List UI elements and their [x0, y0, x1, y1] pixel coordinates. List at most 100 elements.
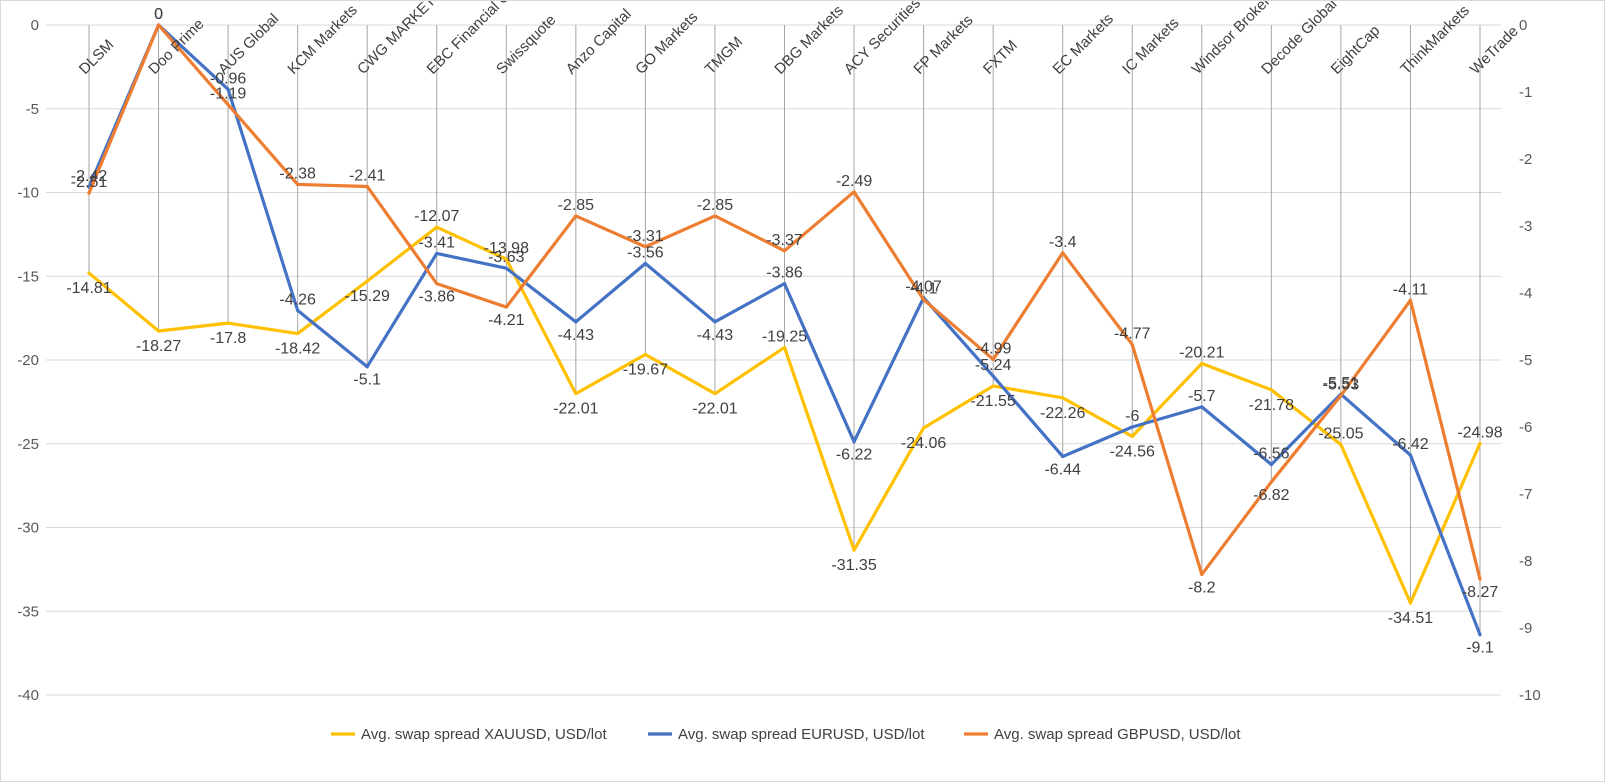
- data-point: [782, 249, 787, 253]
- data-label: -31.35: [831, 557, 876, 574]
- data-point: [574, 392, 578, 396]
- data-label: -21.55: [970, 393, 1015, 410]
- data-point: [365, 184, 369, 189]
- data-point: [1269, 462, 1273, 467]
- series-lines: [87, 23, 1482, 637]
- data-point: [782, 345, 787, 350]
- data-label: -22.01: [553, 401, 598, 418]
- data-point: [1200, 361, 1204, 366]
- data-label: -13.98: [484, 240, 529, 257]
- data-label: -19.67: [623, 361, 668, 378]
- y-left-tick-label: -15: [17, 268, 39, 285]
- data-label: -5.1: [353, 372, 381, 389]
- data-label: -17.8: [210, 330, 247, 347]
- data-point: [1478, 441, 1482, 446]
- data-label: -6.82: [1253, 487, 1290, 504]
- y-left-tick-label: 0: [31, 17, 39, 34]
- data-point: [713, 320, 717, 324]
- data-point: [87, 191, 91, 195]
- data-label: -3.86: [419, 289, 456, 306]
- data-label: -15.29: [345, 288, 390, 305]
- data-label: -6.42: [1392, 436, 1429, 453]
- data-label: -5.24: [975, 357, 1012, 374]
- data-label: -0.96: [210, 70, 247, 87]
- y-axis-left: 0 -5 -10 -15 -20 -25 -30 -35 -40: [17, 17, 39, 704]
- data-label: -3.56: [627, 245, 664, 262]
- data-point: [922, 298, 926, 302]
- data-point: [991, 357, 995, 361]
- data-label: -3.63: [488, 249, 525, 266]
- y-left-tick-label: -40: [17, 687, 39, 704]
- data-label: -3.31: [627, 228, 664, 245]
- data-point: [991, 374, 995, 378]
- category-label: GO Markets: [632, 9, 701, 78]
- data-point: [922, 426, 926, 430]
- data-point: [1061, 454, 1065, 459]
- data-label: -21.78: [1249, 397, 1294, 414]
- category-label: ThinkMarkets: [1397, 2, 1473, 78]
- data-point: [296, 182, 300, 187]
- data-label: -4.77: [1114, 326, 1151, 343]
- data-label: -8.2: [1188, 579, 1216, 596]
- category-label: AUS Global: [215, 10, 282, 77]
- y-left-tick-label: -10: [17, 185, 39, 202]
- data-label: -22.26: [1040, 405, 1085, 422]
- data-label: -4.1: [910, 281, 938, 298]
- y-left-tick-label: -25: [17, 436, 39, 453]
- data-label: -4.99: [975, 340, 1012, 357]
- data-label: -24.56: [1110, 443, 1155, 460]
- gridlines: [46, 24, 1501, 696]
- data-label: -2.51: [71, 174, 108, 191]
- data-point: [504, 266, 508, 270]
- data-label: -3.37: [766, 232, 803, 249]
- category-label: DBG Markets: [771, 2, 847, 78]
- data-label: -5.53: [1323, 377, 1360, 394]
- data-label: -14.81: [66, 280, 111, 297]
- data-point: [1130, 342, 1134, 347]
- data-label: -4.43: [697, 327, 734, 344]
- y-right-tick-label: -3: [1519, 218, 1532, 235]
- y-right-tick-label: -6: [1519, 419, 1532, 436]
- data-point: [852, 190, 856, 194]
- legend-label-2: Avg. swap spread EURUSD, USD/lot: [678, 726, 925, 743]
- data-point: [87, 271, 91, 275]
- legend-label-3: Avg. swap spread GBPUSD, USD/lot: [994, 726, 1241, 743]
- data-label: -25.05: [1318, 426, 1363, 443]
- data-label: -20.21: [1179, 345, 1224, 362]
- data-point: [643, 245, 648, 249]
- data-point: [156, 23, 161, 27]
- y-right-tick-label: -1: [1519, 84, 1532, 101]
- data-point: [1061, 251, 1065, 255]
- data-point: [365, 365, 369, 369]
- data-point: [296, 308, 300, 313]
- category-label: IC Markets: [1119, 15, 1182, 78]
- data-point: [574, 320, 578, 324]
- data-point: [1408, 298, 1413, 302]
- data-label: -5.7: [1188, 388, 1216, 405]
- data-point: [1061, 396, 1065, 400]
- data-point: [365, 279, 369, 283]
- data-label: -2.49: [836, 173, 873, 190]
- data-label: -4.43: [558, 327, 595, 344]
- data-point: [435, 282, 439, 286]
- y-left-tick-label: -30: [17, 520, 39, 537]
- data-label: -19.25: [762, 328, 807, 345]
- category-label: FP Markets: [910, 12, 976, 78]
- category-label: WeTrade: [1467, 23, 1522, 78]
- category-label: Anzo Capital: [563, 6, 635, 78]
- y-right-tick-label: -5: [1519, 352, 1532, 369]
- data-point: [713, 214, 717, 218]
- y-right-tick-label: -7: [1519, 486, 1532, 503]
- data-point: [643, 261, 648, 266]
- data-point: [1200, 405, 1204, 409]
- data-point: [504, 305, 508, 309]
- data-label: -12.07: [414, 208, 459, 225]
- category-drop-lines: [88, 25, 1481, 635]
- data-point: [1130, 425, 1134, 429]
- data-label: -3.4: [1049, 234, 1077, 251]
- data-label: -2.38: [279, 165, 316, 182]
- data-point: [226, 87, 230, 91]
- data-point: [1408, 453, 1413, 457]
- data-label: -1.19: [210, 86, 247, 103]
